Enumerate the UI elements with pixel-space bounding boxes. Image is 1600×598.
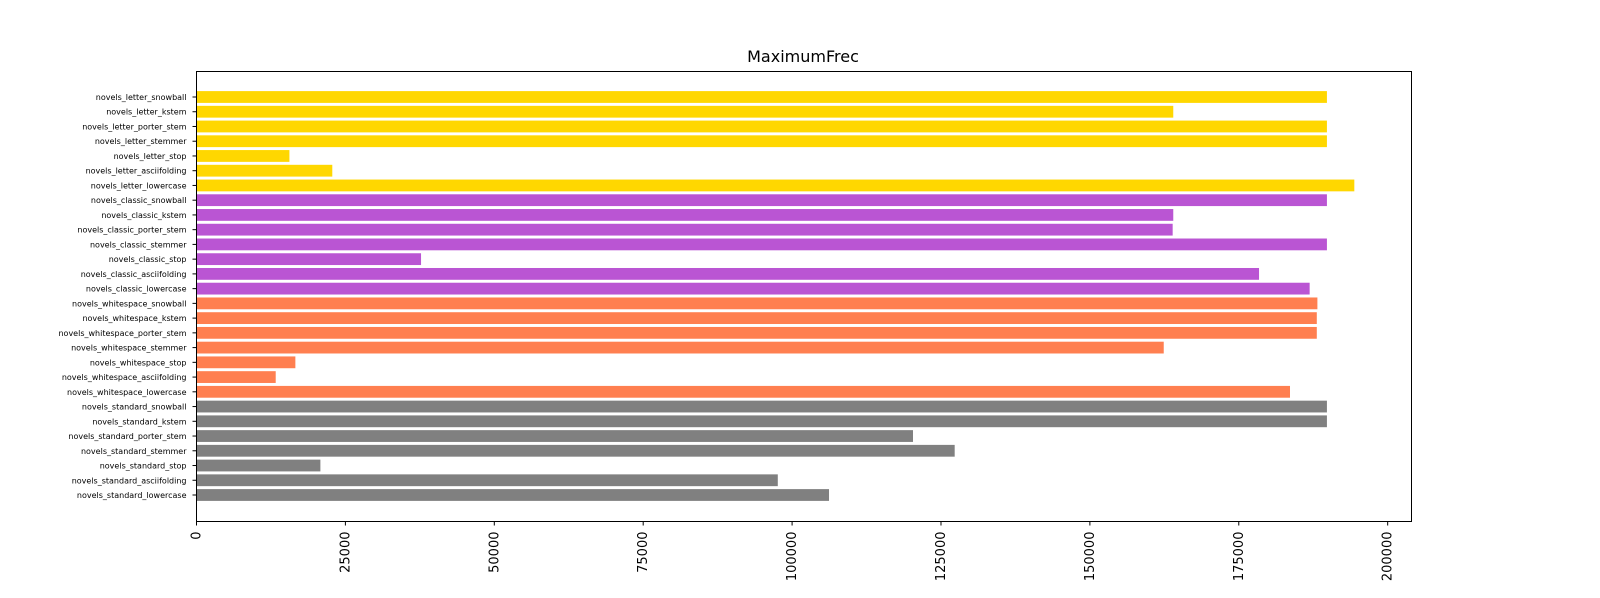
y-tick-label: novels_letter_stop — [114, 152, 187, 161]
bar-novels_classic_asciifolding — [196, 267, 1260, 280]
y-tick-label: novels_letter_stemmer — [95, 137, 187, 146]
x-tick-label: 125000 — [934, 532, 949, 582]
y-tick-label: novels_standard_lowercase — [77, 491, 187, 500]
bar-novels_classic_porter_stem — [196, 223, 1173, 236]
bar-novels_whitespace_porter_stem — [196, 326, 1317, 339]
bar-novels_letter_asciifolding — [196, 164, 333, 177]
y-tick-label: novels_whitespace_kstem — [82, 314, 186, 323]
x-tick-label: 50000 — [487, 532, 502, 573]
bar-novels_classic_stop — [196, 253, 422, 266]
x-tick-label: 200000 — [1381, 532, 1396, 582]
bar-novels_letter_stemmer — [196, 135, 1327, 148]
bar-novels_whitespace_stop — [196, 356, 296, 369]
chart-title: MaximumFrec — [747, 47, 859, 66]
bar-novels_whitespace_lowercase — [196, 385, 1290, 398]
y-tick-label: novels_standard_kstem — [92, 417, 186, 426]
bar-novels_whitespace_snowball — [196, 297, 1318, 310]
y-tick-label: novels_classic_lowercase — [86, 285, 187, 294]
y-tick-label: novels_letter_lowercase — [91, 181, 187, 190]
y-tick-label: novels_classic_stemmer — [90, 240, 187, 249]
bar-novels_whitespace_asciifolding — [196, 371, 276, 383]
y-tick-label: novels_whitespace_porter_stem — [58, 329, 186, 338]
bar-novels_standard_kstem — [196, 415, 1327, 428]
bar-novels_letter_snowball — [196, 91, 1327, 103]
x-tick-label: 150000 — [1083, 532, 1098, 582]
bar-novels_standard_lowercase — [196, 489, 830, 501]
x-axis-ticks: 0 25000 50000 75000 100000 125000 150000 175000… — [190, 521, 1396, 582]
bar-novels_letter_lowercase — [196, 179, 1355, 192]
x-tick-label: 0 — [190, 532, 205, 540]
y-tick-label: novels_letter_porter_stem — [82, 122, 186, 131]
bar-novels_classic_lowercase — [196, 282, 1310, 295]
bar-novels_classic_snowball — [196, 194, 1327, 207]
x-tick-label: 100000 — [785, 532, 800, 582]
y-tick-label: novels_whitespace_stop — [90, 358, 187, 367]
y-tick-label: novels_classic_kstem — [101, 211, 186, 220]
y-tick-label: novels_standard_stop — [100, 462, 187, 471]
y-tick-label: novels_standard_snowball — [82, 403, 187, 412]
bar-novels_standard_asciifolding — [196, 474, 778, 487]
y-tick-label: novels_letter_asciifolding — [86, 167, 187, 176]
bar-novels_classic_stemmer — [196, 238, 1327, 251]
bar-novels_letter_stop — [196, 150, 290, 162]
bar-novels_standard_stop — [196, 459, 321, 472]
x-tick-label: 25000 — [338, 532, 353, 573]
y-tick-label: novels_standard_stemmer — [81, 447, 187, 456]
y-tick-label: novels_classic_stop — [109, 255, 187, 264]
bar-novels_standard_stemmer — [196, 444, 955, 457]
bar-novels_classic_kstem — [196, 209, 1174, 221]
y-tick-label: novels_classic_porter_stem — [77, 226, 186, 235]
y-tick-label: novels_classic_asciifolding — [81, 270, 187, 279]
plot-frame — [196, 71, 1412, 522]
y-tick-label: novels_classic_snowball — [91, 196, 187, 205]
bar-novels_whitespace_stemmer — [196, 341, 1164, 354]
bar-novels_letter_kstem — [196, 105, 1174, 118]
y-tick-label: novels_whitespace_asciifolding — [62, 373, 187, 382]
y-tick-label: novels_standard_asciifolding — [72, 476, 187, 485]
x-tick-label: 175000 — [1232, 532, 1247, 582]
y-tick-label: novels_standard_porter_stem — [68, 432, 186, 441]
y-tick-label: novels_letter_snowball — [96, 93, 187, 102]
y-axis-labels: novels_letter_snowball novels_letter_kste… — [58, 93, 197, 500]
y-tick-label: novels_letter_kstem — [106, 108, 187, 117]
bars-layer — [196, 91, 1355, 501]
y-tick-label: novels_whitespace_stemmer — [71, 344, 187, 353]
y-tick-label: novels_whitespace_lowercase — [67, 388, 187, 397]
y-tick-label: novels_whitespace_snowball — [72, 299, 186, 308]
bar-novels_standard_porter_stem — [196, 430, 913, 442]
x-tick-label: 75000 — [636, 532, 651, 573]
bar-novels_standard_snowball — [196, 400, 1327, 413]
bar-novels_letter_porter_stem — [196, 120, 1327, 133]
bar-novels_whitespace_kstem — [196, 312, 1317, 325]
